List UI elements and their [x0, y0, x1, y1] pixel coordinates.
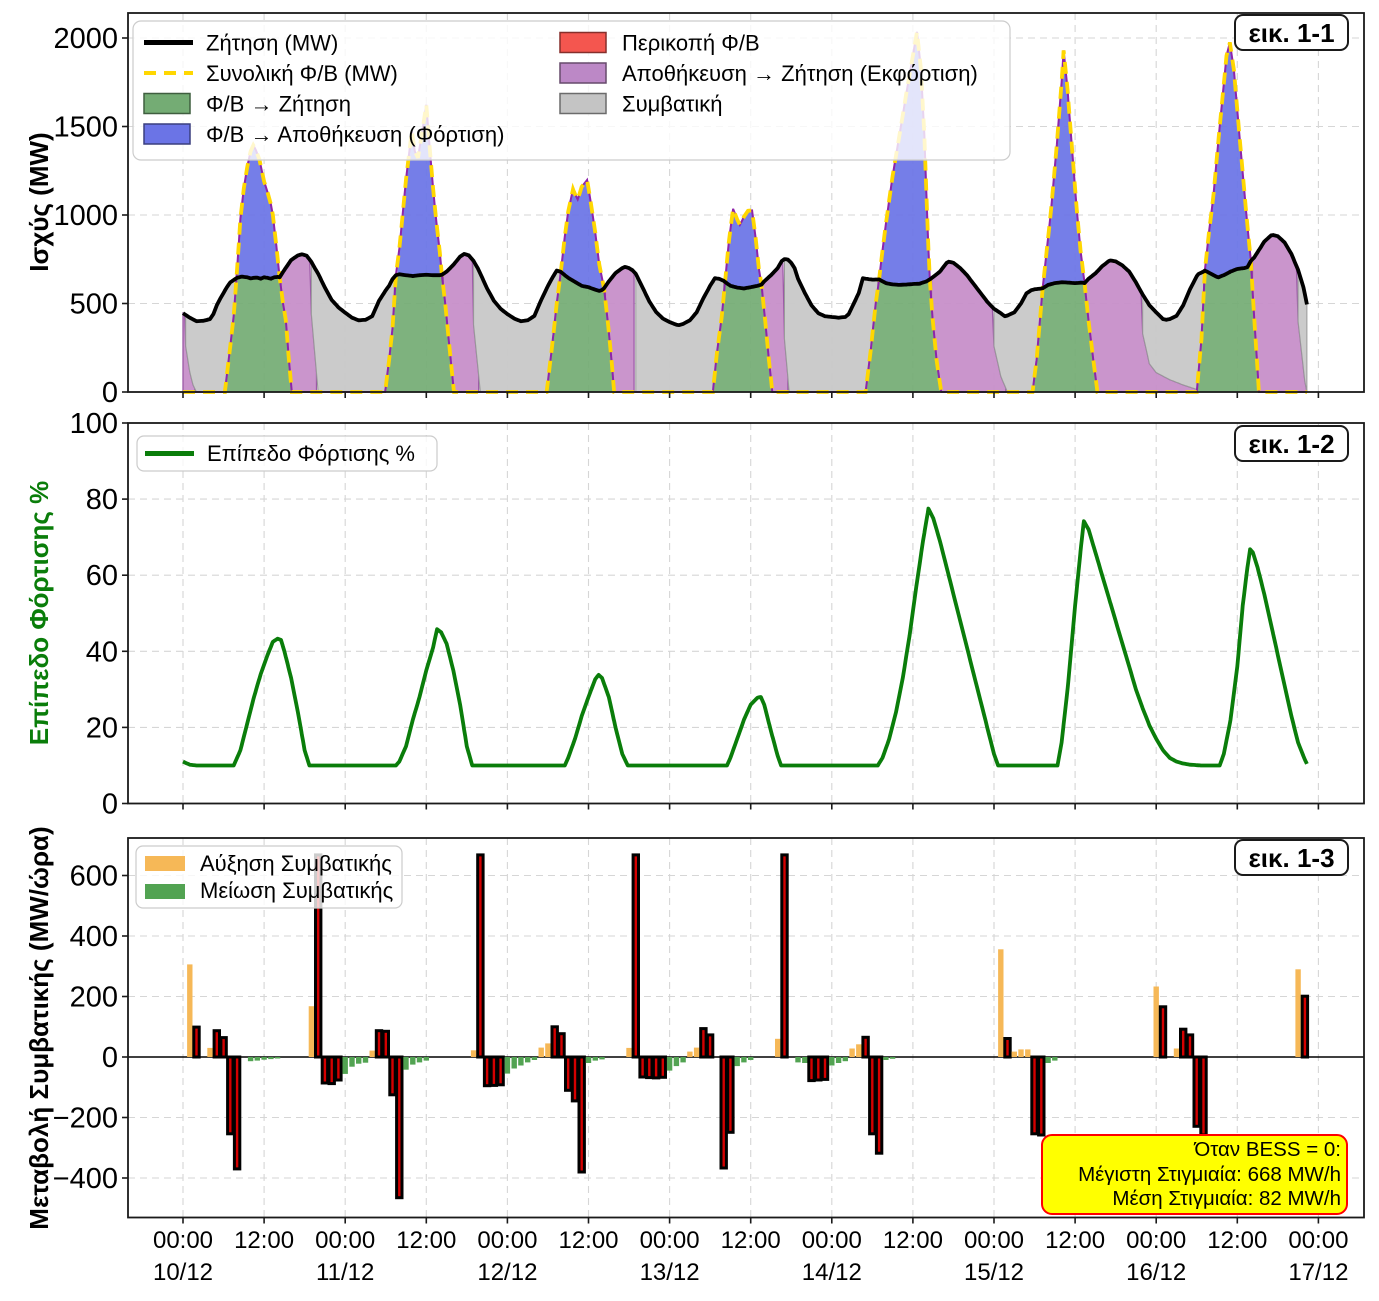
svg-text:00:00: 00:00 — [964, 1227, 1024, 1254]
svg-text:Αποθήκευση → Ζήτηση (Εκφόρτιση: Αποθήκευση → Ζήτηση (Εκφόρτιση) — [622, 61, 978, 86]
svg-text:00:00: 00:00 — [802, 1227, 862, 1254]
svg-text:15/12: 15/12 — [964, 1259, 1024, 1286]
svg-text:εικ. 1-2: εικ. 1-2 — [1248, 429, 1334, 459]
svg-text:Φ/Β → Ζήτηση: Φ/Β → Ζήτηση — [206, 92, 351, 117]
svg-text:11/12: 11/12 — [316, 1259, 374, 1286]
svg-text:Αύξηση Συμβατικής: Αύξηση Συμβατικής — [200, 851, 392, 876]
svg-text:Επίπεδο Φόρτισης %: Επίπεδο Φόρτισης % — [207, 441, 415, 466]
svg-text:00:00: 00:00 — [477, 1227, 537, 1254]
svg-text:εικ. 1-3: εικ. 1-3 — [1248, 843, 1334, 873]
svg-text:12:00: 12:00 — [396, 1227, 456, 1254]
svg-text:1500: 1500 — [53, 112, 118, 144]
svg-text:80: 80 — [86, 484, 118, 516]
svg-text:0: 0 — [102, 377, 118, 409]
svg-text:60: 60 — [86, 560, 118, 592]
svg-text:0: 0 — [102, 1042, 118, 1074]
svg-text:Μείωση Συμβατικής: Μείωση Συμβατικής — [200, 878, 393, 903]
svg-text:12:00: 12:00 — [558, 1227, 618, 1254]
svg-text:00:00: 00:00 — [1288, 1227, 1348, 1254]
svg-text:Φ/Β → Αποθήκευση (Φόρτιση): Φ/Β → Αποθήκευση (Φόρτιση) — [206, 122, 504, 147]
svg-text:12:00: 12:00 — [883, 1227, 943, 1254]
svg-text:Μεταβολή Συμβατικής (MW/ώρα): Μεταβολή Συμβατικής (MW/ώρα) — [24, 826, 54, 1229]
svg-text:00:00: 00:00 — [153, 1227, 213, 1254]
svg-text:10/12: 10/12 — [153, 1259, 213, 1286]
svg-text:εικ. 1-1: εικ. 1-1 — [1248, 18, 1334, 48]
svg-text:400: 400 — [70, 921, 118, 953]
svg-text:12:00: 12:00 — [721, 1227, 781, 1254]
svg-text:00:00: 00:00 — [1126, 1227, 1186, 1254]
svg-text:Μέση Στιγμιαία: 82 MW/h: Μέση Στιγμιαία: 82 MW/h — [1112, 1187, 1341, 1210]
svg-text:Όταν BESS = 0:: Όταν BESS = 0: — [1193, 1138, 1341, 1161]
svg-text:12:00: 12:00 — [234, 1227, 294, 1254]
svg-text:Ζήτηση (MW): Ζήτηση (MW) — [206, 31, 338, 56]
svg-text:Ισχύς (MW): Ισχύς (MW) — [24, 132, 54, 271]
svg-text:12:00: 12:00 — [1207, 1227, 1267, 1254]
svg-text:−400: −400 — [53, 1163, 118, 1195]
svg-text:40: 40 — [86, 636, 118, 668]
svg-text:Συνολική Φ/Β (MW): Συνολική Φ/Β (MW) — [206, 61, 398, 86]
svg-text:−200: −200 — [53, 1103, 118, 1135]
svg-text:16/12: 16/12 — [1126, 1259, 1186, 1286]
svg-text:1000: 1000 — [53, 200, 118, 232]
svg-text:00:00: 00:00 — [640, 1227, 700, 1254]
svg-text:0: 0 — [102, 789, 118, 821]
svg-text:600: 600 — [70, 861, 118, 893]
svg-text:12/12: 12/12 — [477, 1259, 537, 1286]
svg-text:2000: 2000 — [53, 23, 118, 55]
svg-text:Περικοπή Φ/Β: Περικοπή Φ/Β — [622, 31, 760, 56]
svg-text:14/12: 14/12 — [802, 1259, 862, 1286]
svg-text:Συμβατική: Συμβατική — [622, 92, 723, 117]
svg-text:200: 200 — [70, 982, 118, 1014]
svg-text:13/12: 13/12 — [640, 1259, 700, 1286]
svg-text:500: 500 — [70, 289, 118, 321]
svg-text:Μέγιστη Στιγμιαία: 668 MW/h: Μέγιστη Στιγμιαία: 668 MW/h — [1078, 1163, 1341, 1186]
svg-text:20: 20 — [86, 712, 118, 744]
svg-text:Επίπεδο Φόρτισης %: Επίπεδο Φόρτισης % — [24, 481, 54, 746]
svg-text:00:00: 00:00 — [315, 1227, 375, 1254]
svg-text:100: 100 — [70, 408, 118, 440]
svg-text:17/12: 17/12 — [1288, 1259, 1348, 1286]
svg-text:12:00: 12:00 — [1045, 1227, 1105, 1254]
